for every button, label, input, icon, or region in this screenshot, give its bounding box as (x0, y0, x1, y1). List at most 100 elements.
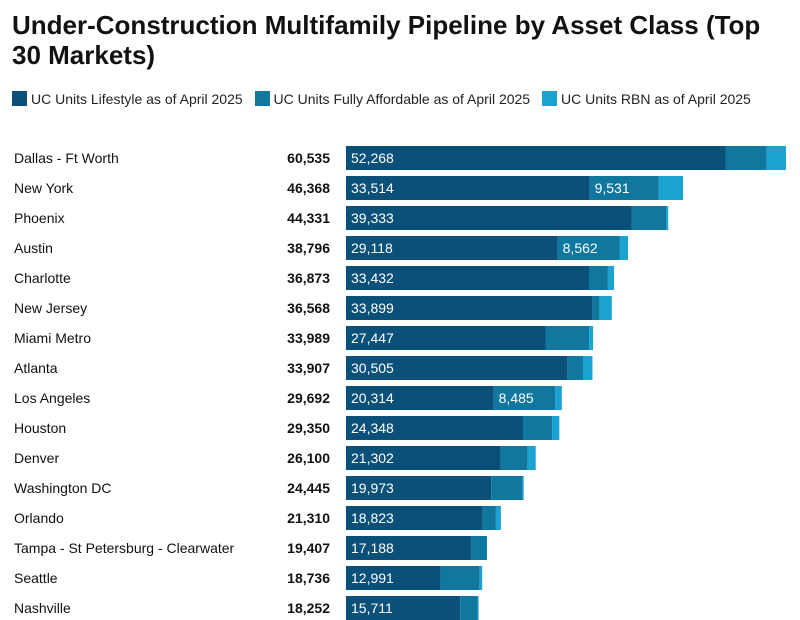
category-label: Atlanta (14, 360, 58, 376)
bar-segment-series-1 (346, 566, 441, 590)
bar-value-label: 39,333 (351, 210, 394, 226)
bar-segment-series-3 (619, 236, 628, 260)
category-label: Nashville (14, 600, 71, 616)
total-label: 26,100 (287, 450, 330, 466)
category-label: Tampa - St Petersburg - Clearwater (14, 540, 235, 556)
bar-segment-series-3 (666, 206, 669, 230)
legend-item-fully-affordable: UC Units Fully Affordable as of April 20… (254, 91, 531, 107)
bar-value-label: 33,514 (351, 180, 394, 196)
bar-value-label: 30,505 (351, 360, 394, 376)
bar-value-label: 17,188 (351, 540, 394, 556)
bar-segment-series-1 (346, 446, 501, 470)
total-label: 33,907 (287, 360, 330, 376)
bar-segment-series-2 (470, 536, 487, 560)
bar-segment-series-3 (589, 326, 594, 350)
total-label: 24,445 (287, 480, 330, 496)
bar-value-label: 15,711 (351, 600, 393, 616)
total-label: 18,252 (287, 600, 330, 616)
legend-swatch-lifestyle (12, 91, 27, 106)
bar-segment-series-3 (479, 566, 483, 590)
bar-segment-series-3 (495, 506, 501, 530)
category-label: New Jersey (14, 300, 87, 316)
bar-segment-series-2 (482, 506, 496, 530)
bar-segment-series-2 (589, 176, 659, 200)
bar-segment-series-2 (567, 356, 583, 380)
category-label: Austin (14, 240, 53, 256)
bar-segment-series-1 (346, 236, 558, 260)
bar-segment-series-1 (346, 176, 590, 200)
bar-segment-series-3 (555, 386, 562, 410)
bar-segment-series-1 (346, 386, 494, 410)
bar-segment-series-2 (589, 266, 608, 290)
chart-title: Under-Construction Multifamily Pipeline … (12, 10, 761, 70)
bar-segment-series-2 (500, 446, 528, 470)
category-label: Dallas - Ft Worth (14, 150, 119, 166)
total-label: 29,692 (287, 390, 330, 406)
bar-segment-series-3 (582, 356, 593, 380)
total-label: 44,331 (287, 210, 330, 226)
bar-segment-series-1 (346, 476, 492, 500)
bar-segment-series-1 (346, 266, 590, 290)
bar-segment-series-2 (460, 596, 478, 620)
bar-value-label: 19,973 (351, 480, 394, 496)
bar-segment-series-2 (631, 206, 667, 230)
bar-value-label: 9,531 (595, 180, 630, 196)
bar-value-label: 8,562 (563, 240, 598, 256)
bar-segment-series-2 (557, 236, 620, 260)
bar-value-label: 18,823 (351, 510, 394, 526)
bar-segment-series-1 (346, 536, 471, 560)
category-label: Charlotte (14, 270, 71, 286)
bar-segment-series-2 (592, 296, 600, 320)
legend-label-fully-affordable: UC Units Fully Affordable as of April 20… (273, 91, 531, 107)
bar-segment-series-3 (477, 596, 479, 620)
bar-segment-series-3 (766, 146, 786, 170)
bar-value-label: 21,302 (351, 450, 394, 466)
total-label: 33,989 (287, 330, 330, 346)
bar-value-label: 52,268 (351, 150, 394, 166)
bar-segment-series-2 (725, 146, 767, 170)
category-label: Houston (14, 420, 66, 436)
bar-value-label: 29,118 (351, 240, 393, 256)
bar-value-label: 8,485 (499, 390, 534, 406)
bar-value-label: 33,432 (351, 270, 394, 286)
bar-segment-series-1 (346, 296, 593, 320)
bar-segment-series-2 (440, 566, 480, 590)
legend-swatch-fully-affordable (254, 91, 270, 106)
category-label: Phoenix (14, 210, 65, 226)
legend-item-rbn: UC Units RBN as of April 2025 (541, 91, 751, 107)
bar-segment-series-1 (346, 596, 461, 620)
bar-segment-series-1 (346, 326, 546, 350)
category-label: Denver (14, 450, 59, 466)
bar-value-label: 12,991 (351, 570, 394, 586)
bar-segment-series-2 (491, 476, 523, 500)
total-label: 19,407 (287, 540, 330, 556)
legend-swatch-rbn (541, 91, 557, 106)
bar-value-label: 20,314 (351, 390, 394, 406)
total-label: 38,796 (287, 240, 330, 256)
bar-segment-series-3 (607, 266, 615, 290)
total-label: 36,568 (287, 300, 330, 316)
category-label: Orlando (14, 510, 64, 526)
category-label: Miami Metro (14, 330, 91, 346)
legend-label-lifestyle: UC Units Lifestyle as of April 2025 (31, 91, 243, 107)
category-label: Washington DC (14, 480, 112, 496)
total-label: 46,368 (287, 180, 330, 196)
total-label: 18,736 (287, 570, 330, 586)
total-label: 60,535 (287, 150, 330, 166)
bar-segment-series-2 (522, 416, 553, 440)
category-label: Los Angeles (14, 390, 90, 406)
bar-segment-series-3 (552, 416, 560, 440)
bar-segment-series-2 (493, 386, 556, 410)
category-label: Seattle (14, 570, 58, 586)
bar-value-label: 24,348 (351, 420, 394, 436)
total-label: 21,310 (287, 510, 330, 526)
bar-segment-series-1 (346, 206, 632, 230)
bar-segment-series-1 (346, 356, 568, 380)
legend-label-rbn: UC Units RBN as of April 2025 (560, 91, 751, 107)
total-label: 36,873 (287, 270, 330, 286)
bar-value-label: 27,447 (351, 330, 394, 346)
legend-item-lifestyle: UC Units Lifestyle as of April 2025 (12, 91, 243, 107)
bar-segment-series-3 (527, 446, 536, 470)
chart-legend: UC Units Lifestyle as of April 2025 UC U… (12, 89, 792, 110)
